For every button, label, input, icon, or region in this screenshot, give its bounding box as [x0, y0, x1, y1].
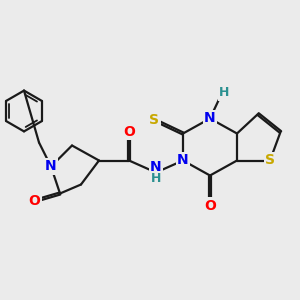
Text: H: H: [219, 86, 230, 100]
Text: H: H: [151, 172, 161, 185]
Text: O: O: [123, 125, 135, 139]
Text: N: N: [150, 160, 162, 174]
Text: S: S: [265, 154, 275, 167]
Text: O: O: [28, 194, 40, 208]
Text: O: O: [204, 199, 216, 212]
Text: N: N: [204, 112, 216, 125]
Text: S: S: [149, 113, 160, 127]
Text: N: N: [177, 154, 189, 167]
Text: N: N: [45, 160, 57, 173]
